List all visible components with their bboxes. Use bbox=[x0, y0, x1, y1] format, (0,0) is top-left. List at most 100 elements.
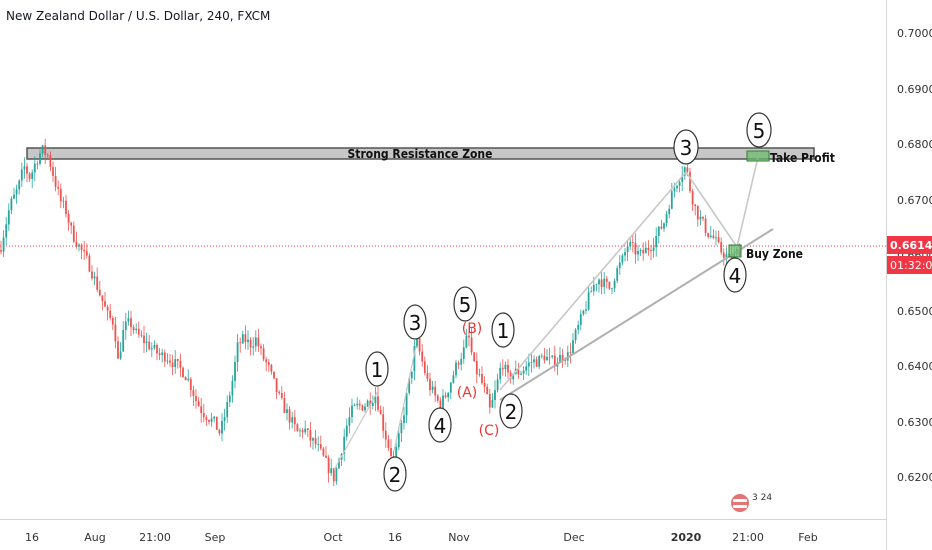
wave-label-c[interactable]: (C) bbox=[479, 423, 500, 439]
candle-body bbox=[535, 359, 538, 367]
candle-body bbox=[457, 362, 460, 365]
candle-body bbox=[634, 243, 637, 255]
candle-body bbox=[46, 154, 49, 156]
wave-labels[interactable]: 1 2 3 4 5 1 2 bbox=[365, 112, 772, 492]
wave-label-1[interactable]: 1 bbox=[365, 351, 389, 387]
candle-body bbox=[403, 415, 405, 424]
candle-body bbox=[254, 337, 257, 347]
lower-trendline[interactable] bbox=[499, 228, 774, 401]
wave-label-b[interactable]: (B) bbox=[462, 321, 483, 337]
candle-body bbox=[605, 278, 608, 282]
time-tick-label: 21:00 bbox=[732, 531, 764, 544]
wave-label-4[interactable]: 4 bbox=[428, 407, 452, 443]
candle-body bbox=[280, 393, 283, 398]
price-axis[interactable]: 0.70000 0.69000 0.68000 0.67000 0.66000 … bbox=[897, 27, 932, 484]
candle-body bbox=[681, 175, 684, 183]
countdown-tag bbox=[887, 256, 932, 274]
candle-body bbox=[182, 367, 184, 377]
candle-body bbox=[657, 226, 660, 236]
wave-circle bbox=[673, 129, 699, 165]
candle-body bbox=[65, 200, 67, 214]
candle-body bbox=[496, 379, 499, 391]
current-price-value: 0.66148 bbox=[890, 239, 932, 252]
wave-line-3-4[interactable] bbox=[685, 171, 738, 248]
candle-body bbox=[486, 386, 489, 395]
candle-body bbox=[429, 378, 431, 391]
candle-body bbox=[574, 329, 577, 341]
candle-body bbox=[195, 396, 197, 401]
candle-body bbox=[28, 173, 31, 179]
wave-line-4-5[interactable] bbox=[736, 156, 759, 248]
candle-body bbox=[665, 214, 668, 224]
candle-body bbox=[488, 394, 491, 408]
candle-body bbox=[712, 235, 715, 238]
wave-label-iv[interactable]: 4 bbox=[723, 257, 747, 293]
candle-body bbox=[582, 310, 585, 315]
wave-label-ii[interactable]: 2 bbox=[499, 393, 523, 429]
countdown-value: 01:32:07 bbox=[890, 259, 932, 272]
candle-body bbox=[101, 295, 104, 302]
wave-label-3[interactable]: 3 bbox=[403, 304, 427, 340]
candle-body bbox=[686, 167, 689, 172]
wave-label-v[interactable]: 5 bbox=[746, 112, 772, 148]
candle-body bbox=[286, 409, 288, 413]
wave-label-i[interactable]: 1 bbox=[491, 312, 515, 348]
candle-body bbox=[325, 455, 327, 458]
wave-number: 5 bbox=[753, 119, 766, 143]
candle-body bbox=[694, 204, 697, 207]
candle-body bbox=[525, 366, 528, 371]
trendlines[interactable] bbox=[333, 156, 774, 471]
candle-body bbox=[572, 340, 574, 354]
time-tick-label: Sep bbox=[205, 531, 226, 544]
price-tick-label: 0.69000 bbox=[897, 83, 932, 96]
wave-label-5[interactable]: 5 bbox=[453, 286, 477, 322]
candle-body bbox=[189, 378, 192, 391]
time-axis[interactable]: 16 Aug 21:00 Sep Oct 16 Nov Dec 2020 21:… bbox=[25, 531, 818, 544]
candle-body bbox=[387, 439, 390, 448]
candle-body bbox=[124, 321, 127, 330]
candle-body bbox=[176, 359, 179, 361]
candle-body bbox=[18, 180, 21, 190]
logo-stripe bbox=[733, 499, 747, 502]
candle-body bbox=[637, 251, 639, 255]
candle-body bbox=[158, 353, 161, 355]
resistance-zone-label: Strong Resistance Zone bbox=[348, 147, 493, 161]
wave-number: 1 bbox=[497, 319, 510, 343]
candle-body bbox=[239, 342, 242, 344]
candle-body bbox=[478, 374, 481, 375]
candle-body bbox=[439, 400, 442, 410]
candle-body bbox=[41, 145, 44, 154]
candle-body bbox=[579, 314, 582, 325]
time-tick-label: Dec bbox=[563, 531, 584, 544]
candle-body bbox=[577, 324, 580, 330]
resistance-zone[interactable] bbox=[26, 147, 815, 160]
candle-body bbox=[553, 355, 556, 367]
candle-body bbox=[631, 242, 634, 243]
take-profit-box[interactable] bbox=[746, 150, 770, 162]
candle-body bbox=[434, 386, 437, 396]
candle-body bbox=[187, 378, 190, 381]
candle-body bbox=[299, 430, 301, 432]
candle-body bbox=[127, 318, 130, 322]
candle-body bbox=[215, 416, 218, 430]
candle-body bbox=[382, 414, 385, 431]
wave-label-a[interactable]: (A) bbox=[457, 385, 478, 401]
wave-line-b[interactable] bbox=[393, 345, 417, 452]
candle-body bbox=[135, 328, 138, 331]
candle-body bbox=[72, 225, 75, 242]
candle-body bbox=[163, 352, 166, 362]
candle-body bbox=[0, 249, 2, 252]
wave-label-iii[interactable]: 3 bbox=[673, 129, 699, 165]
wave-line-1-3[interactable] bbox=[499, 171, 687, 391]
buy-zone-box[interactable] bbox=[728, 244, 742, 258]
candle-body bbox=[111, 317, 114, 325]
candle-body bbox=[293, 417, 296, 425]
candle-body bbox=[143, 335, 145, 344]
wave-line-a[interactable] bbox=[333, 390, 379, 471]
candle-body bbox=[538, 355, 541, 367]
candle-body bbox=[234, 361, 236, 381]
wave-label-2[interactable]: 2 bbox=[383, 456, 407, 492]
candle-body bbox=[306, 428, 309, 430]
